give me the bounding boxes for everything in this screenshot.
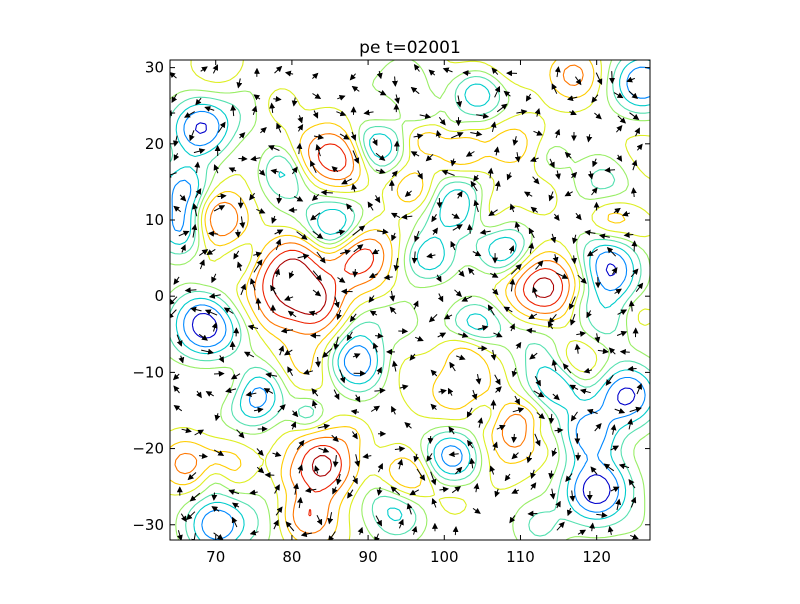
vector-arrow: [455, 527, 456, 535]
y-tick-label: 30: [145, 59, 164, 77]
vector-arrow: [628, 369, 636, 370]
vector-arrow: [355, 269, 356, 277]
vector-arrow: [605, 170, 615, 171]
chart-title: pe t=02001: [359, 38, 461, 58]
y-tick-label: 10: [145, 211, 164, 229]
x-tick-label: 100: [430, 548, 459, 566]
y-tick-label: −10: [132, 363, 164, 381]
y-tick-label: 20: [145, 135, 164, 153]
vector-arrow: [375, 336, 383, 337]
vector-arrow: [612, 71, 613, 83]
x-tick-label: 70: [206, 548, 225, 566]
plot-background: [170, 60, 650, 540]
y-tick-label: −20: [132, 440, 164, 458]
vector-arrow: [214, 493, 215, 500]
vector-arrow: [214, 374, 224, 375]
y-tick-label: 0: [154, 287, 164, 305]
vector-arrow: [463, 73, 470, 74]
x-tick-label: 90: [359, 548, 378, 566]
vector-arrow: [430, 436, 431, 443]
vector-arrow: [273, 99, 280, 100]
y-tick-label: −30: [132, 516, 164, 534]
vector-arrow: [439, 198, 440, 207]
x-tick-label: 110: [506, 548, 535, 566]
vector-arrow: [238, 230, 239, 237]
x-tick-label: 120: [582, 548, 611, 566]
vector-arrow: [634, 241, 635, 251]
vector-arrow: [621, 352, 630, 353]
vector-arrow: [555, 430, 563, 431]
x-tick-label: 80: [282, 548, 301, 566]
